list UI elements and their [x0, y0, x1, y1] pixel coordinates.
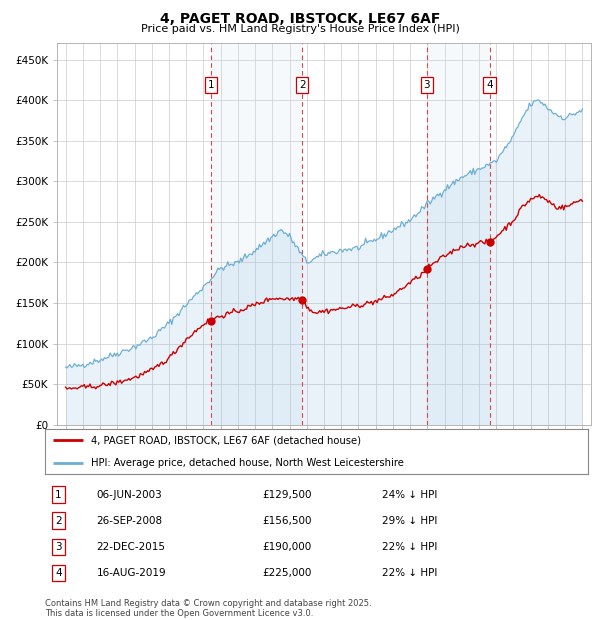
Text: £225,000: £225,000	[262, 568, 311, 578]
Text: 16-AUG-2019: 16-AUG-2019	[97, 568, 166, 578]
Text: 22% ↓ HPI: 22% ↓ HPI	[382, 542, 437, 552]
Text: 22% ↓ HPI: 22% ↓ HPI	[382, 568, 437, 578]
Text: £156,500: £156,500	[262, 516, 312, 526]
Text: £129,500: £129,500	[262, 490, 312, 500]
Text: Price paid vs. HM Land Registry's House Price Index (HPI): Price paid vs. HM Land Registry's House …	[140, 24, 460, 33]
Text: 3: 3	[55, 542, 62, 552]
Text: 4: 4	[55, 568, 62, 578]
Bar	[427, 43, 490, 425]
Text: 1: 1	[55, 490, 62, 500]
Text: 2: 2	[55, 516, 62, 526]
Text: 2: 2	[299, 80, 305, 90]
Text: 06-JUN-2003: 06-JUN-2003	[97, 490, 163, 500]
Text: 24% ↓ HPI: 24% ↓ HPI	[382, 490, 437, 500]
Text: HPI: Average price, detached house, North West Leicestershire: HPI: Average price, detached house, Nort…	[91, 458, 404, 468]
Text: Contains HM Land Registry data © Crown copyright and database right 2025.
This d: Contains HM Land Registry data © Crown c…	[45, 599, 371, 618]
Text: 1: 1	[208, 80, 214, 90]
Text: 26-SEP-2008: 26-SEP-2008	[97, 516, 163, 526]
Text: 4, PAGET ROAD, IBSTOCK, LE67 6AF: 4, PAGET ROAD, IBSTOCK, LE67 6AF	[160, 12, 440, 27]
Text: £190,000: £190,000	[262, 542, 311, 552]
Text: 3: 3	[424, 80, 430, 90]
Text: 29% ↓ HPI: 29% ↓ HPI	[382, 516, 437, 526]
Text: 22-DEC-2015: 22-DEC-2015	[97, 542, 166, 552]
Text: 4, PAGET ROAD, IBSTOCK, LE67 6AF (detached house): 4, PAGET ROAD, IBSTOCK, LE67 6AF (detach…	[91, 435, 361, 445]
Bar	[211, 43, 302, 425]
Text: 4: 4	[487, 80, 493, 90]
